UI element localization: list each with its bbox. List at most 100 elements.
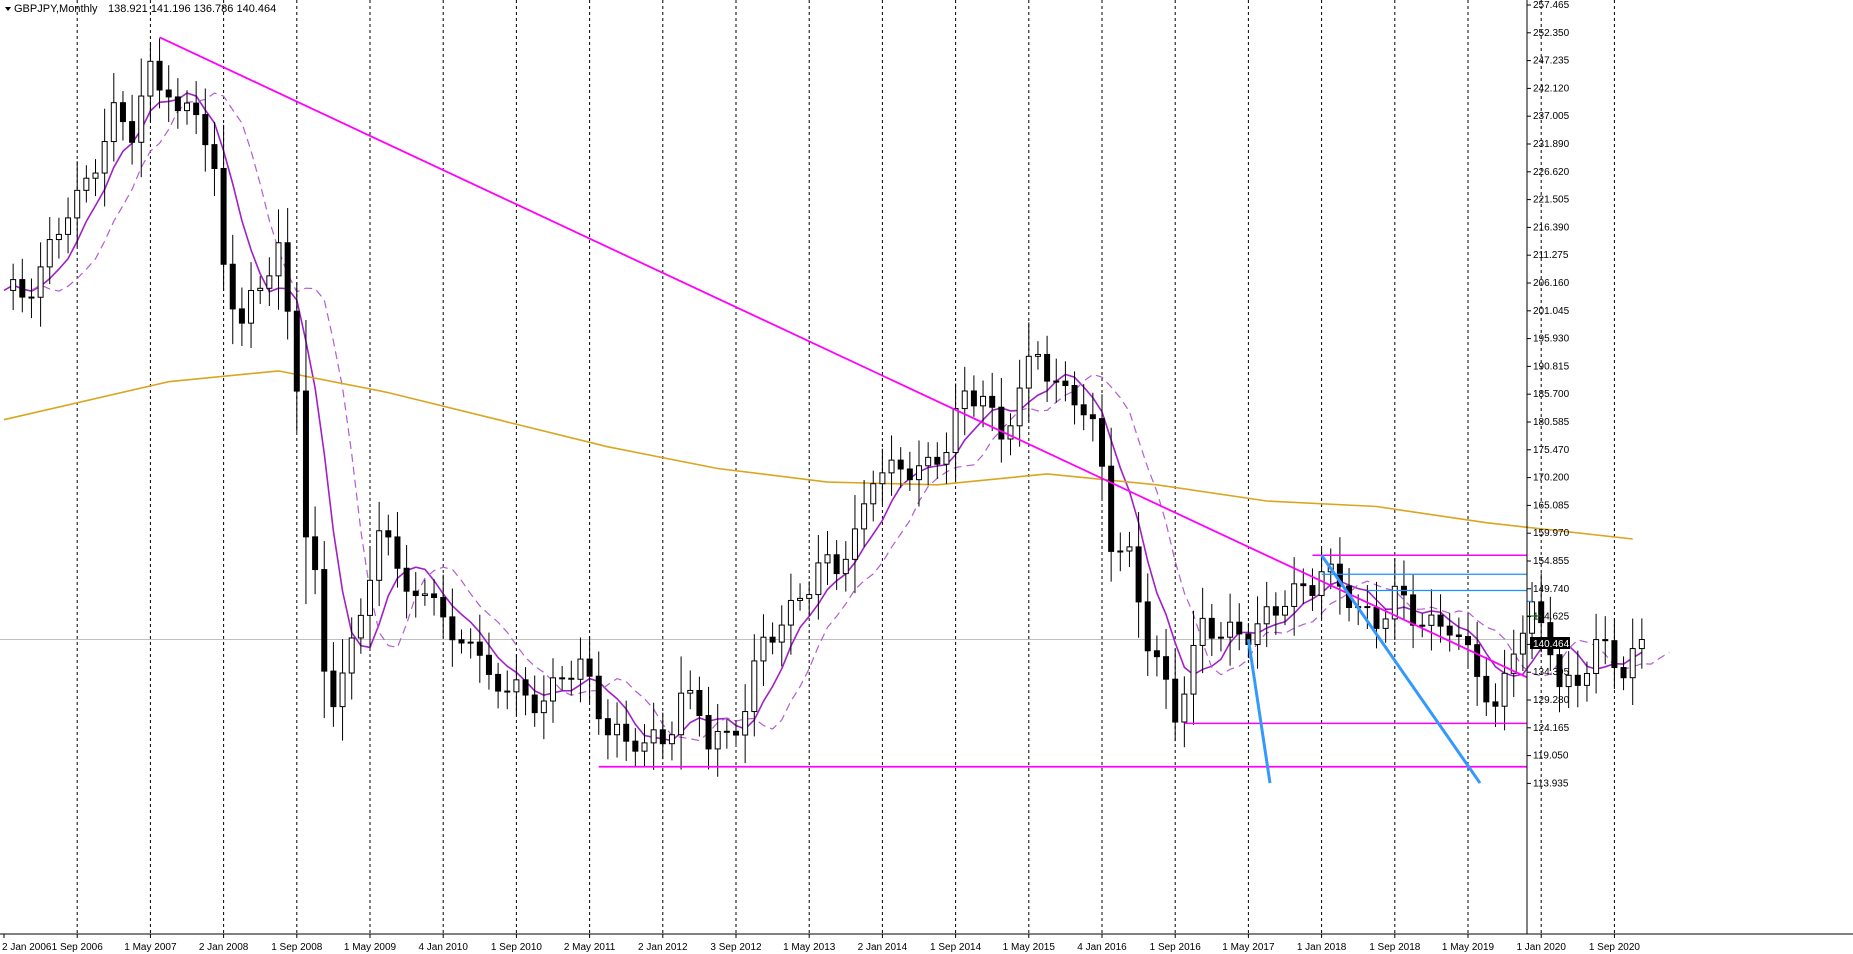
candle [1318, 549, 1325, 619]
candle-body-bull [952, 408, 959, 454]
candle [193, 81, 200, 134]
candle [184, 90, 190, 125]
candle-body-bear [632, 740, 639, 752]
candle [339, 639, 346, 741]
time-tick-label: 1 Sep 2016 [1150, 942, 1202, 953]
candle-body-bull [1034, 353, 1041, 357]
candle-body-bear [1455, 634, 1462, 638]
candle-body-bull [92, 172, 99, 179]
candle [1629, 618, 1636, 706]
candle [1501, 649, 1508, 731]
time-tick-label: 4 Jan 2016 [1077, 942, 1127, 953]
candle-body-bull [1391, 585, 1398, 620]
candle [1135, 512, 1142, 638]
candle [641, 724, 648, 767]
candle-body-bear [1153, 650, 1160, 658]
candle [540, 675, 547, 740]
candle [668, 721, 675, 761]
candle [1336, 537, 1343, 615]
candle [330, 642, 337, 727]
candle-body-bull [577, 658, 584, 680]
candle-body-bear [623, 723, 630, 742]
candle [586, 636, 593, 703]
candle-body-bear [1446, 625, 1453, 636]
candle-body-bull [275, 242, 282, 277]
candle [467, 628, 474, 659]
candle-body-bear [330, 670, 337, 708]
candle-body-bear [733, 730, 739, 736]
candle [851, 495, 858, 594]
candle [824, 531, 831, 585]
time-tick-label: 3 Sep 2012 [710, 942, 762, 953]
time-tick-label: 2 May 2011 [564, 942, 616, 953]
candle-body-bear [998, 406, 1005, 440]
candle [156, 38, 163, 109]
candle-body-bull [101, 141, 108, 174]
candle [1217, 621, 1224, 652]
candle [833, 540, 840, 591]
candle-body-bull [787, 599, 794, 626]
candle [1126, 531, 1133, 568]
candle [769, 622, 776, 655]
candle [687, 670, 694, 710]
candle [861, 480, 868, 547]
candle-body-bear [495, 673, 502, 692]
price-tick-label: 124.165 [1533, 723, 1570, 734]
candle [65, 197, 72, 254]
candle-body-bull [1126, 546, 1133, 552]
candle [1190, 610, 1197, 725]
channel-upper-line[interactable] [1320, 554, 1482, 784]
candle-body-bull [1382, 618, 1389, 629]
candle [1227, 593, 1234, 666]
drawn-objects[interactable] [159, 36, 1542, 784]
candle-body-bull [687, 689, 694, 694]
candle-body-bull [257, 287, 264, 292]
candle [870, 470, 877, 522]
candle [284, 207, 291, 340]
candle-body-bear [229, 263, 236, 310]
candle-body-bull [668, 734, 675, 745]
candle [312, 506, 319, 595]
candle [394, 512, 401, 588]
candle-body-bear [211, 144, 218, 169]
candle-body-bear [705, 715, 712, 750]
candle-body-bull [1025, 355, 1032, 389]
candle-body-bull [1510, 653, 1517, 674]
candle-body-bull [1291, 583, 1298, 607]
price-tick-label: 247.235 [1533, 56, 1570, 67]
channel-lower-line[interactable] [1246, 639, 1272, 784]
candle-body-bear [1465, 636, 1471, 646]
candle-body-bear [1044, 353, 1051, 382]
candle-body-bear [1300, 583, 1307, 587]
candle [1611, 618, 1618, 690]
candle [989, 372, 996, 432]
header-dropdown-icon[interactable] [5, 7, 11, 11]
candle-body-bull [1629, 648, 1636, 679]
candle [1638, 618, 1645, 669]
candle-body-bull [1318, 571, 1325, 596]
candle [1437, 594, 1444, 643]
candle-body-bear [595, 675, 602, 720]
candle [1382, 608, 1389, 643]
price-tick-label: 144.625 [1533, 612, 1570, 623]
candle-body-bull [1282, 605, 1288, 616]
candle-body-bull [1593, 639, 1600, 674]
candle [1053, 358, 1060, 403]
candle-body-bull [1227, 621, 1234, 638]
time-tick-label: 1 Sep 2018 [1369, 942, 1421, 953]
candle-body-bear [1602, 639, 1609, 642]
candle-body-bear [458, 639, 465, 644]
price-tick-label: 226.620 [1533, 167, 1570, 178]
price-axis-ticks: 257.465 252.350 247.235 242.120 237.005 231.8… [1527, 0, 1570, 789]
long-term-downtrend-line[interactable] [159, 36, 1528, 679]
candle-body-bull [1254, 623, 1261, 645]
candle-body-bull [678, 692, 685, 736]
price-tick-label: 180.585 [1533, 417, 1570, 428]
candle [1510, 629, 1517, 698]
candle-body-bull [824, 554, 831, 564]
candle [1565, 651, 1572, 709]
candle [458, 629, 465, 654]
candle [229, 234, 236, 345]
